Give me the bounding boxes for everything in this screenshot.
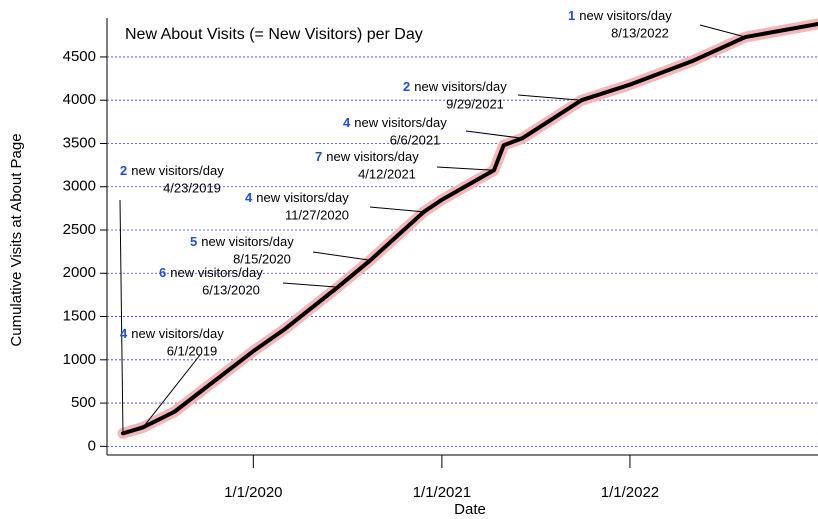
annotation-line: 4 new visitors/day bbox=[245, 190, 349, 205]
y-tick-label: 2500 bbox=[63, 221, 96, 238]
annotation-count: 2 bbox=[403, 79, 410, 94]
annotation-line: 7 new visitors/day bbox=[315, 149, 419, 164]
line bbox=[120, 22, 818, 436]
annotation-count: 1 bbox=[568, 8, 575, 23]
annotation-text: new visitors/day bbox=[579, 8, 672, 23]
annotation-date: 6/13/2020 bbox=[202, 282, 260, 297]
annotation-leader bbox=[517, 94, 582, 101]
annotation-date: 4/23/2019 bbox=[163, 180, 221, 195]
annotation-leader bbox=[119, 199, 124, 434]
annotation-count: 4 bbox=[120, 326, 128, 341]
annotation-count: 5 bbox=[190, 234, 197, 249]
annotation-leader bbox=[436, 166, 494, 171]
annotation-text: new visitors/day bbox=[414, 79, 507, 94]
y-tick-label: 0 bbox=[88, 437, 96, 454]
annotation-date: 11/27/2020 bbox=[285, 207, 349, 222]
annotation-line: 1 new visitors/day bbox=[568, 8, 672, 23]
annotation-date: 6/6/2021 bbox=[390, 132, 441, 147]
x-tick-label: 1/1/2020 bbox=[224, 484, 282, 501]
annotation-text: new visitors/day bbox=[256, 190, 349, 205]
chart-title: New About Visits (= New Visitors) per Da… bbox=[125, 26, 423, 43]
annotation-leader bbox=[699, 24, 746, 38]
y-tick-label: 4000 bbox=[63, 91, 96, 108]
annotation-date: 6/1/2019 bbox=[167, 343, 218, 358]
annotation-leader bbox=[369, 206, 424, 213]
y-tick-label: 1000 bbox=[63, 351, 96, 368]
annotation-leader bbox=[465, 130, 523, 139]
x-tick-label: 1/1/2022 bbox=[601, 484, 659, 501]
x-axis-label: Date bbox=[454, 501, 486, 518]
annotation-text: new visitors/day bbox=[170, 265, 263, 280]
annotation-text: new visitors/day bbox=[201, 234, 294, 249]
y-tick-label: 1500 bbox=[63, 308, 96, 325]
y-tick-label: 500 bbox=[71, 394, 96, 411]
annotation-leader bbox=[142, 354, 201, 428]
annotation-line: 5 new visitors/day bbox=[190, 234, 294, 249]
annotation-count: 6 bbox=[159, 265, 166, 280]
annotation-leader bbox=[282, 282, 338, 288]
y-tick-label: 2000 bbox=[63, 264, 96, 281]
y-tick-label: 3000 bbox=[63, 178, 96, 195]
annotation-line: 6 new visitors/day bbox=[159, 265, 263, 280]
annotation-date: 8/15/2020 bbox=[233, 251, 291, 266]
x-tick-label: 1/1/2021 bbox=[413, 484, 471, 501]
y-tick-label: 3500 bbox=[63, 134, 96, 151]
annotation-line: 4 new visitors/day bbox=[120, 326, 224, 341]
annotation-count: 7 bbox=[315, 149, 322, 164]
annotation-count: 2 bbox=[120, 163, 127, 178]
annotation-leader bbox=[312, 251, 371, 261]
annotation-count: 4 bbox=[343, 115, 351, 130]
y-axis-label: Cumulative Visits at About Page bbox=[8, 133, 25, 346]
y-tick-label: 4500 bbox=[63, 48, 96, 65]
annotation-date: 8/13/2022 bbox=[611, 25, 669, 40]
annotation-text: new visitors/day bbox=[131, 163, 224, 178]
annotation-line: 4 new visitors/day bbox=[343, 115, 447, 130]
annotation-count: 4 bbox=[245, 190, 253, 205]
annotation-date: 4/12/2021 bbox=[358, 166, 416, 181]
annotation-text: new visitors/day bbox=[131, 326, 224, 341]
annotation-text: new visitors/day bbox=[326, 149, 419, 164]
annotation-line: 2 new visitors/day bbox=[120, 163, 224, 178]
annotation-text: new visitors/day bbox=[354, 115, 447, 130]
annotation-date: 9/29/2021 bbox=[446, 96, 504, 111]
annotation-line: 2 new visitors/day bbox=[403, 79, 507, 94]
